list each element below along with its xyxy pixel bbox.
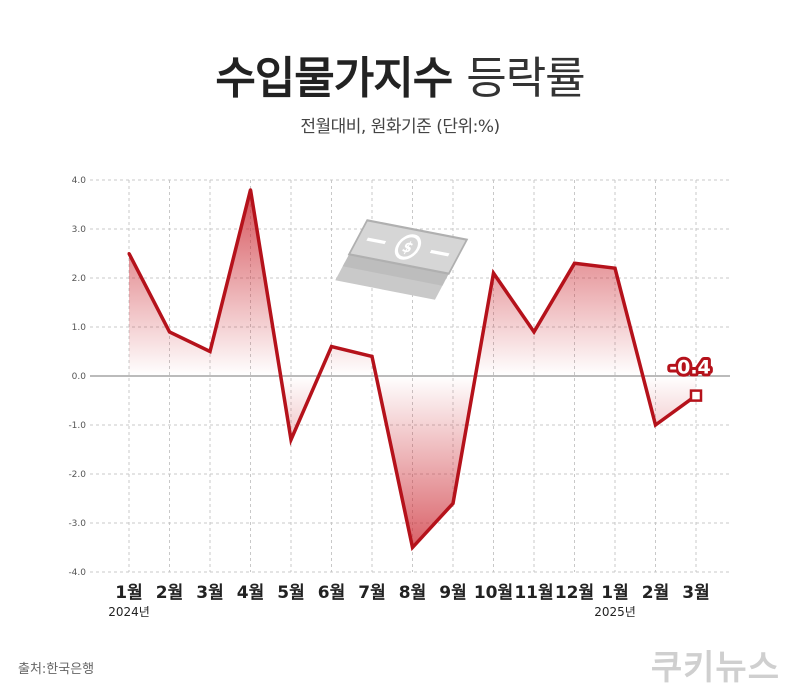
x-tick-label: 3월 — [682, 583, 709, 603]
y-tick-label: 1.0 — [72, 323, 87, 333]
data-point-highlight — [689, 389, 703, 402]
x-tick-label: 12월 — [555, 583, 594, 603]
x-tick-label: 10월 — [474, 583, 513, 603]
y-tick-label: -2.0 — [68, 470, 86, 480]
data-point — [613, 266, 617, 270]
data-point — [168, 330, 171, 334]
x-tick-label: 6월 — [318, 583, 345, 603]
x-tick-label: 2월 — [642, 583, 669, 603]
highlight-label: -0.4 — [669, 357, 711, 379]
data-point — [208, 350, 212, 353]
x-tick-label: 5월 — [277, 583, 304, 603]
data-point — [573, 261, 576, 265]
area-fill-positive — [129, 189, 696, 376]
y-tick-label: 2.0 — [72, 274, 87, 284]
data-point — [532, 330, 536, 334]
chart-title-suffix: 등락률 — [466, 53, 585, 104]
y-tick-label: -1.0 — [68, 421, 86, 431]
chart-subtitle: 전월대비, 원화기준 (단위:%) — [300, 117, 500, 137]
year-label: 2025년 — [594, 605, 636, 619]
year-label: 2024년 — [108, 605, 150, 619]
source-note: 출처:한국은행 — [18, 662, 95, 677]
x-tick-label: 2월 — [156, 583, 183, 603]
data-point — [330, 345, 333, 349]
data-point — [289, 438, 293, 442]
money-stack-icon: $ — [335, 219, 469, 300]
chart-title: 수입물가지수 등락률 — [0, 42, 800, 106]
y-tick-label: -4.0 — [68, 568, 86, 578]
data-point — [492, 271, 495, 275]
y-tick-label: 3.0 — [72, 225, 87, 235]
data-point — [654, 423, 657, 427]
x-tick-label: 1월 — [601, 583, 628, 603]
x-tick-label: 4월 — [237, 583, 264, 603]
x-tick-label: 1월 — [115, 583, 142, 603]
x-tick-label: 11월 — [514, 583, 553, 603]
y-tick-label: 0.0 — [72, 372, 87, 382]
data-point — [411, 546, 414, 549]
chart-title-main: 수입물가지수 — [215, 53, 453, 104]
x-tick-label: 3월 — [196, 583, 223, 603]
y-tick-label: -3.0 — [68, 519, 86, 529]
data-point — [249, 188, 252, 192]
area-fill-negative — [129, 376, 696, 548]
data-point — [451, 501, 455, 505]
data-point — [127, 252, 131, 255]
x-tick-label: 7월 — [358, 583, 385, 603]
x-tick-label: 9월 — [439, 583, 466, 603]
x-tick-label: 8월 — [399, 583, 426, 603]
y-tick-label: 4.0 — [72, 176, 87, 186]
brand-logo: 쿠키뉴스 — [650, 648, 780, 688]
data-point — [370, 354, 374, 358]
